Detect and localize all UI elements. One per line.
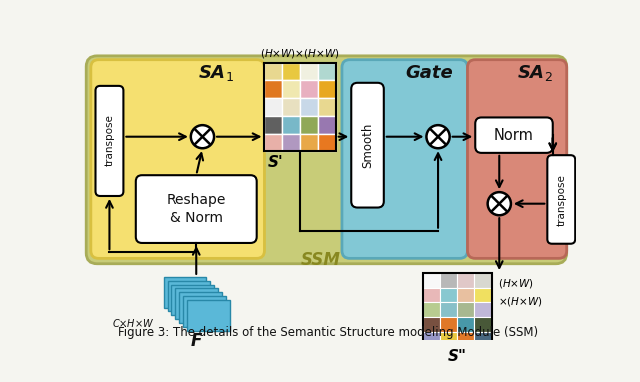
Text: S": S" bbox=[448, 350, 467, 364]
Bar bbox=[264, 116, 282, 134]
Circle shape bbox=[191, 125, 214, 148]
Text: transpose: transpose bbox=[556, 174, 566, 226]
Bar bbox=[175, 288, 218, 319]
Bar bbox=[300, 98, 318, 116]
Bar bbox=[458, 302, 474, 317]
Text: SA$_1$: SA$_1$ bbox=[198, 63, 234, 83]
Bar bbox=[183, 296, 226, 327]
Text: Figure 3: The details of the Semantic Structure modeling Module (SSM): Figure 3: The details of the Semantic St… bbox=[118, 326, 538, 339]
Text: Reshape
& Norm: Reshape & Norm bbox=[166, 193, 226, 225]
FancyBboxPatch shape bbox=[476, 117, 553, 153]
Bar bbox=[458, 273, 474, 288]
Text: $C{\times}H{\times}W$: $C{\times}H{\times}W$ bbox=[112, 317, 154, 329]
Bar bbox=[318, 81, 336, 98]
FancyBboxPatch shape bbox=[547, 155, 575, 244]
Bar bbox=[264, 98, 282, 116]
Bar bbox=[264, 63, 282, 81]
Bar bbox=[474, 302, 492, 317]
Bar bbox=[179, 292, 222, 323]
Bar bbox=[282, 98, 300, 116]
Text: SSM: SSM bbox=[300, 251, 340, 269]
Bar bbox=[440, 302, 458, 317]
Bar bbox=[423, 317, 440, 332]
Text: Smooth: Smooth bbox=[361, 123, 374, 168]
Bar bbox=[458, 317, 474, 332]
Circle shape bbox=[426, 125, 450, 148]
Text: transpose: transpose bbox=[104, 115, 115, 167]
FancyBboxPatch shape bbox=[95, 86, 124, 196]
Bar bbox=[474, 317, 492, 332]
Bar bbox=[423, 332, 440, 346]
Bar bbox=[440, 317, 458, 332]
Bar bbox=[458, 288, 474, 302]
Bar bbox=[300, 134, 318, 151]
Bar bbox=[474, 288, 492, 302]
Bar bbox=[300, 81, 318, 98]
Text: $(H{\times}W)$
${\times}(H{\times}W)$: $(H{\times}W)$ ${\times}(H{\times}W)$ bbox=[498, 277, 542, 308]
Circle shape bbox=[488, 192, 511, 215]
Bar bbox=[282, 134, 300, 151]
Bar bbox=[168, 281, 210, 311]
Bar bbox=[423, 288, 440, 302]
Bar bbox=[282, 63, 300, 81]
Bar bbox=[440, 288, 458, 302]
Text: S': S' bbox=[268, 155, 283, 170]
Text: $(H{\times}W){\times}(H{\times}W)$: $(H{\times}W){\times}(H{\times}W)$ bbox=[260, 47, 340, 60]
Bar bbox=[474, 273, 492, 288]
Text: F: F bbox=[191, 332, 202, 350]
Bar bbox=[440, 273, 458, 288]
Bar bbox=[282, 116, 300, 134]
Text: Gate: Gate bbox=[405, 64, 452, 82]
Bar bbox=[318, 63, 336, 81]
FancyBboxPatch shape bbox=[136, 175, 257, 243]
FancyBboxPatch shape bbox=[91, 60, 264, 258]
Bar bbox=[423, 273, 492, 346]
Bar bbox=[164, 277, 206, 308]
Bar bbox=[264, 134, 282, 151]
Bar bbox=[264, 63, 336, 151]
Bar bbox=[282, 81, 300, 98]
Bar bbox=[300, 63, 318, 81]
Text: SA$_2$: SA$_2$ bbox=[517, 63, 553, 83]
FancyBboxPatch shape bbox=[86, 56, 566, 264]
Bar bbox=[423, 273, 440, 288]
Bar bbox=[318, 116, 336, 134]
FancyBboxPatch shape bbox=[342, 60, 467, 258]
Bar bbox=[172, 285, 214, 315]
Bar bbox=[187, 300, 230, 331]
Bar bbox=[440, 332, 458, 346]
Bar bbox=[318, 98, 336, 116]
Bar bbox=[318, 134, 336, 151]
FancyBboxPatch shape bbox=[351, 83, 384, 207]
Bar bbox=[474, 332, 492, 346]
Bar bbox=[458, 332, 474, 346]
Bar bbox=[423, 302, 440, 317]
Bar bbox=[264, 81, 282, 98]
Text: Norm: Norm bbox=[494, 128, 534, 142]
FancyBboxPatch shape bbox=[467, 60, 566, 258]
Bar bbox=[300, 116, 318, 134]
